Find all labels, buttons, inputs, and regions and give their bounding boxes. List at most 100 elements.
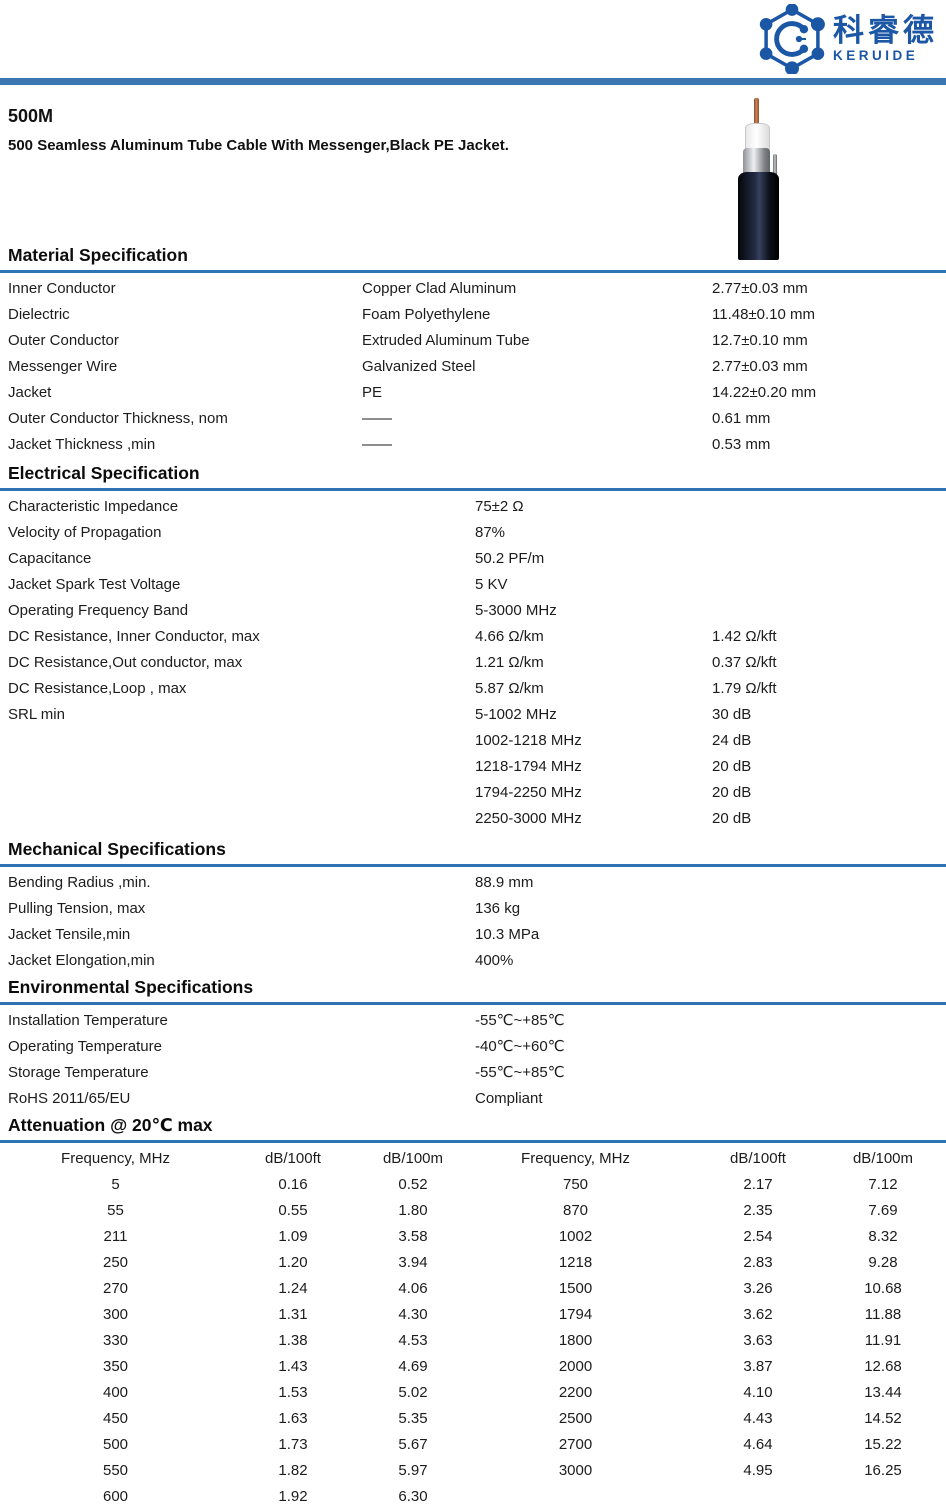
table-cell: Pulling Tension, max bbox=[8, 899, 146, 917]
environmental-spec-table: Installation Temperature -55℃~+85℃ Operati… bbox=[0, 1005, 946, 1111]
table-row: DC Resistance,Out conductor, max 1.21 Ω/k… bbox=[0, 649, 946, 675]
table-cell: 5.67 bbox=[398, 1435, 428, 1453]
table-row: Frequency, MHz dB/100ft dB/100m Frequency, … bbox=[0, 1145, 946, 1171]
table-cell: 0.55 bbox=[278, 1201, 308, 1219]
header-divider-bar bbox=[0, 78, 946, 85]
cable-aluminum-tube-graphic bbox=[743, 148, 770, 174]
table-cell: 2.35 bbox=[743, 1201, 773, 1219]
table-cell: Inner Conductor bbox=[8, 279, 116, 297]
table-row: 550 1.82 5.97 3000 4.95 16.25 bbox=[0, 1457, 946, 1483]
table-cell: 2200 bbox=[558, 1383, 593, 1401]
table-cell: 2.17 bbox=[743, 1175, 773, 1193]
table-cell: 1.79 Ω/kft bbox=[712, 679, 777, 697]
table-cell: 1218-1794 MHz bbox=[475, 757, 582, 775]
table-row: 1002-1218 MHz 24 dB bbox=[0, 727, 946, 753]
table-row: Velocity of Propagation 87% bbox=[0, 519, 946, 545]
table-cell: 270 bbox=[102, 1279, 129, 1297]
table-row: 500 1.73 5.67 2700 4.64 15.22 bbox=[0, 1431, 946, 1457]
table-cell: Jacket Elongation,min bbox=[8, 951, 155, 969]
table-row: Inner Conductor Copper Clad Aluminum 2.77±… bbox=[0, 275, 946, 301]
table-row: 400 1.53 5.02 2200 4.10 13.44 bbox=[0, 1379, 946, 1405]
table-cell: Compliant bbox=[475, 1089, 543, 1107]
table-cell: 4.64 bbox=[743, 1435, 773, 1453]
table-cell: 1.92 bbox=[278, 1487, 308, 1505]
table-cell: RoHS 2011/65/EU bbox=[8, 1089, 131, 1107]
table-cell: 350 bbox=[102, 1357, 129, 1375]
table-cell: 870 bbox=[562, 1201, 589, 1219]
table-row: Jacket PE 14.22±0.20 mm bbox=[0, 379, 946, 405]
table-cell: 3.26 bbox=[743, 1279, 773, 1297]
table-cell: 4.95 bbox=[743, 1461, 773, 1479]
table-cell: 5.35 bbox=[398, 1409, 428, 1427]
table-cell: 1.63 bbox=[278, 1409, 308, 1427]
table-cell: dB/100m bbox=[852, 1149, 914, 1167]
table-cell: Frequency, MHz bbox=[61, 1149, 170, 1167]
table-cell: 87% bbox=[475, 523, 506, 541]
table-cell: Messenger Wire bbox=[8, 357, 118, 375]
table-cell: 4.69 bbox=[398, 1357, 428, 1375]
cable-jacket-graphic bbox=[738, 172, 779, 260]
table-cell: 3.58 bbox=[398, 1227, 428, 1245]
table-cell: 2700 bbox=[558, 1435, 593, 1453]
material-spec-table: Inner Conductor Copper Clad Aluminum 2.77±… bbox=[0, 273, 946, 457]
table-cell: 4.43 bbox=[743, 1409, 773, 1427]
table-cell: 7.69 bbox=[868, 1201, 898, 1219]
page-header: 科睿德 KERUIDE bbox=[0, 0, 946, 78]
logo-wordmark: 科睿德 KERUIDE bbox=[833, 15, 938, 63]
table-cell: 55 bbox=[107, 1201, 124, 1219]
table-row: RoHS 2011/65/EU Compliant bbox=[0, 1085, 946, 1111]
table-cell: -55℃~+85℃ bbox=[475, 1012, 565, 1029]
cable-product-image bbox=[721, 98, 793, 260]
table-row: SRL min 5-1002 MHz 30 dB bbox=[0, 701, 946, 727]
table-cell: 1.24 bbox=[278, 1279, 308, 1297]
table-cell: 400 bbox=[102, 1383, 129, 1401]
section-heading-electrical: Electrical Specification bbox=[0, 461, 946, 491]
table-cell: Galvanized Steel bbox=[362, 357, 476, 375]
table-row: 250 1.20 3.94 1218 2.83 9.28 bbox=[0, 1249, 946, 1275]
table-row: DC Resistance, Inner Conductor, max 4.66 … bbox=[0, 623, 946, 649]
title-block: 500M 500 Seamless Aluminum Tube Cable Wi… bbox=[0, 85, 946, 155]
table-cell: 1.43 bbox=[278, 1357, 308, 1375]
table-cell: 136 kg bbox=[475, 899, 521, 917]
table-cell: 4.66 Ω/km bbox=[475, 627, 544, 645]
table-cell: 0.16 bbox=[278, 1175, 308, 1193]
table-cell: 11.48±0.10 mm bbox=[712, 305, 816, 323]
table-cell: 750 bbox=[562, 1175, 589, 1193]
table-cell: 5.87 Ω/km bbox=[475, 679, 544, 697]
table-cell: 300 bbox=[102, 1305, 129, 1323]
table-cell: 2250-3000 MHz bbox=[475, 809, 582, 827]
table-cell: SRL min bbox=[8, 705, 65, 723]
table-cell: 3.62 bbox=[743, 1305, 773, 1323]
table-cell: 550 bbox=[102, 1461, 129, 1479]
table-cell: DC Resistance, Inner Conductor, max bbox=[8, 627, 260, 645]
table-row: Outer Conductor Extruded Aluminum Tube 12.… bbox=[0, 327, 946, 353]
table-cell: 0.37 Ω/kft bbox=[712, 653, 777, 671]
table-cell: 5.02 bbox=[398, 1383, 428, 1401]
table-cell: 20 dB bbox=[712, 757, 752, 775]
product-subtitle: 500 Seamless Aluminum Tube Cable With Me… bbox=[8, 137, 509, 154]
table-row: 600 1.92 6.30 bbox=[0, 1483, 946, 1505]
table-cell: 3.63 bbox=[743, 1331, 773, 1349]
table-row: 330 1.38 4.53 1800 3.63 11.91 bbox=[0, 1327, 946, 1353]
table-row: Jacket Tensile,min 10.3 MPa bbox=[0, 921, 946, 947]
table-cell: Frequency, MHz bbox=[521, 1149, 630, 1167]
table-cell: 6.30 bbox=[398, 1487, 428, 1505]
table-cell: 5-1002 MHz bbox=[475, 705, 557, 723]
attenuation-table-header: Frequency, MHz dB/100ft dB/100m Frequency, … bbox=[0, 1143, 946, 1171]
table-cell: 30 dB bbox=[712, 705, 752, 723]
table-row: Installation Temperature -55℃~+85℃ bbox=[0, 1007, 946, 1033]
table-cell: 1.21 Ω/km bbox=[475, 653, 544, 671]
table-cell: PE bbox=[362, 383, 383, 401]
table-row: Jacket Spark Test Voltage 5 KV bbox=[0, 571, 946, 597]
table-row: 1794-2250 MHz 20 dB bbox=[0, 779, 946, 805]
table-row: Outer Conductor Thickness, nom —— 0.61 mm bbox=[0, 405, 946, 431]
table-cell: 8.32 bbox=[868, 1227, 898, 1245]
table-cell: 14.22±0.20 mm bbox=[712, 383, 817, 401]
table-cell: 1002-1218 MHz bbox=[475, 731, 582, 749]
table-cell: 11.88 bbox=[864, 1305, 902, 1323]
table-cell: 15.22 bbox=[864, 1435, 902, 1453]
table-cell: 2000 bbox=[558, 1357, 593, 1375]
section-heading-attenuation: Attenuation @ 20℃ max bbox=[0, 1113, 946, 1143]
table-cell: 3.94 bbox=[398, 1253, 428, 1271]
table-cell: Operating Frequency Band bbox=[8, 601, 189, 619]
